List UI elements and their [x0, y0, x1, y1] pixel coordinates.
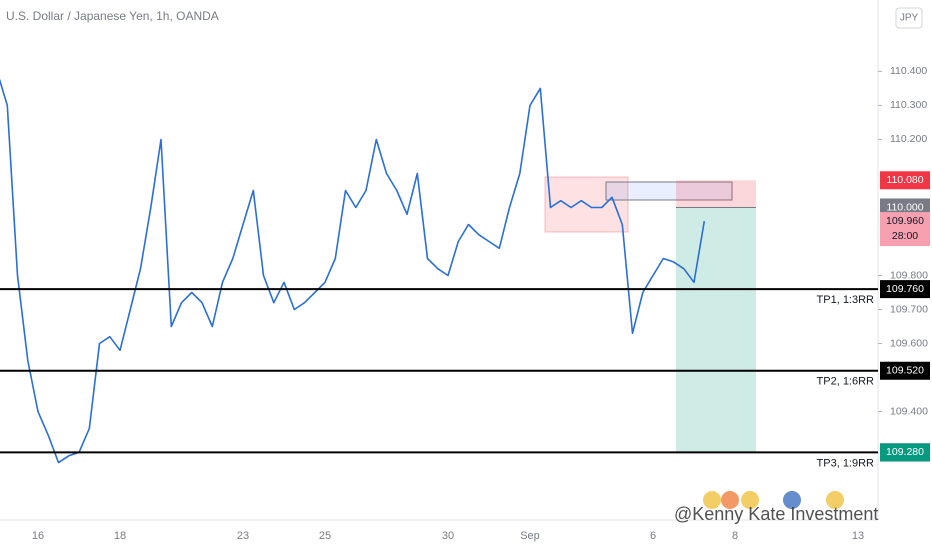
x-tick-label: 30: [442, 530, 454, 542]
level-tag-label: 109.760: [886, 283, 924, 295]
entry-tag: [880, 198, 930, 217]
y-tick-label: 110.400: [890, 65, 927, 77]
entry-tag-label: 110.000: [886, 201, 923, 213]
stop-tag-label: 110.080: [886, 174, 923, 186]
level-note: TP1, 1:3RR: [817, 294, 875, 306]
y-tick-label: 109.800: [890, 269, 928, 281]
x-tick-label: 8: [732, 530, 738, 542]
countdown-label: 28:00: [892, 230, 918, 242]
x-tick-label: 16: [32, 530, 44, 542]
current-price-label: 109.960: [886, 215, 924, 227]
current-price-tag: [880, 212, 930, 247]
x-tick-label: 25: [319, 530, 331, 542]
plot-area: [0, 78, 756, 464]
currency-label: JPY: [900, 13, 919, 24]
y-tick-label: 109.400: [890, 405, 928, 417]
zone-box: [605, 181, 733, 201]
x-tick-label: 13: [852, 530, 864, 542]
y-tick-label: 110.300: [890, 99, 927, 111]
price-line: [0, 78, 706, 464]
x-tick-label: 18: [114, 530, 126, 542]
y-tick-label: 109.700: [890, 303, 928, 315]
watermark-icons: [703, 491, 844, 509]
y-tick-label: 109.600: [890, 337, 928, 349]
x-tick-label: 6: [650, 530, 656, 542]
stop-tag: [880, 171, 930, 190]
level-note: TP3, 1:9RR: [817, 457, 875, 469]
currency-badge: [895, 7, 923, 29]
level-note: TP2, 1:6RR: [817, 376, 875, 388]
level-tag-label: 109.520: [886, 365, 924, 377]
level-tag: [880, 361, 930, 380]
chart-title: U.S. Dollar / Japanese Yen, 1h, OANDA: [6, 9, 219, 23]
y-tick-label: 110.200: [890, 133, 927, 145]
x-tick-label: 23: [237, 530, 249, 542]
target-tag-label: 109.280: [886, 446, 924, 458]
stop-zone: [676, 180, 756, 208]
target-tag: [880, 443, 930, 462]
level-tag: [880, 280, 930, 299]
x-tick-label: Sep: [520, 530, 540, 542]
watermark: @Kenny Kate Investment: [674, 504, 878, 524]
target-zone: [676, 207, 756, 453]
